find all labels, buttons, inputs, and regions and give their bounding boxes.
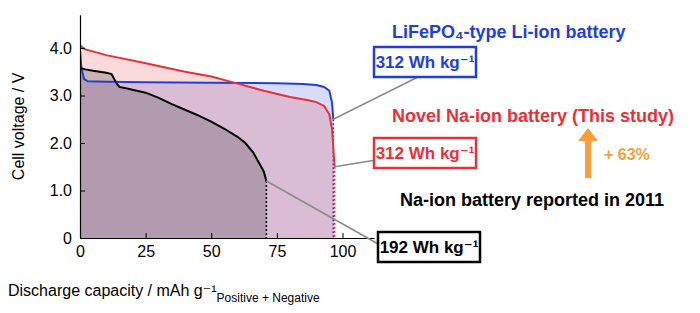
y-tick-label: 3.0 (50, 87, 72, 104)
y-tick: 3.0 (50, 87, 85, 104)
x-tick-label: 75 (268, 243, 286, 260)
series-title: Na-ion battery reported in 2011 (400, 190, 664, 210)
x-axis-title-subscript: Positive + Negative (217, 291, 320, 305)
y-tick-label: 0 (63, 230, 72, 247)
y-tick-mark (80, 191, 85, 192)
improvement-arrow-shaft (585, 140, 591, 178)
series-area (80, 46, 335, 238)
x-axis-title: Discharge capacity / mAh g⁻¹Positive + N… (8, 282, 320, 305)
x-tick: 25 (137, 233, 155, 260)
y-tick-mark (80, 96, 85, 97)
series-area (80, 68, 266, 238)
series-title: LiFePO₄-type Li-ion battery (392, 22, 626, 42)
y-tick-label: 2.0 (50, 135, 72, 152)
plot-area (80, 46, 335, 238)
x-axis: 0 25 50 75 100 (76, 233, 374, 260)
x-tick-mark (343, 233, 344, 238)
value-box (374, 47, 476, 77)
value-box (374, 138, 476, 168)
improvement-arrow-head (578, 128, 598, 141)
improvement-label: + 63% (604, 146, 650, 163)
y-tick: 1.0 (50, 182, 85, 199)
x-tick-label: 0 (76, 243, 85, 260)
y-axis-title: Cell voltage / V (10, 72, 27, 180)
x-tick-label: 25 (137, 243, 155, 260)
end-drop-line (334, 167, 336, 238)
y-tick-mark (80, 48, 85, 49)
value-box-label: 312 Wh kg⁻¹ (376, 53, 475, 72)
x-axis-title-main: Discharge capacity / mAh g⁻¹ (8, 282, 217, 299)
series-line (80, 68, 266, 181)
x-tick-mark (277, 233, 278, 238)
x-tick-label: 100 (330, 243, 357, 260)
x-axis-line (81, 238, 375, 239)
x-tick-mark (146, 233, 147, 238)
value-box (378, 232, 480, 262)
y-tick: 0 (63, 230, 85, 247)
value-box-label: 192 Wh kg⁻¹ (380, 238, 479, 257)
end-drop-line (266, 181, 268, 238)
chart: 0 25 50 75 100 0 1.0 2.0 3.0 4.0 Discharge capacit… (0, 0, 700, 313)
y-tick: 2.0 (50, 135, 85, 152)
y-tick-label: 4.0 (50, 40, 72, 57)
x-tick-label: 50 (203, 243, 221, 260)
y-tick-label: 1.0 (50, 182, 72, 199)
y-tick: 4.0 (50, 40, 85, 57)
y-tick-mark (80, 143, 85, 144)
y-tick-mark (80, 238, 85, 239)
series-line (80, 46, 335, 167)
connector-line (266, 181, 380, 245)
y-axis: 0 1.0 2.0 3.0 4.0 (50, 15, 85, 246)
connector-line (335, 160, 376, 167)
x-tick: 75 (268, 233, 286, 260)
x-tick-mark (211, 233, 212, 238)
value-box-label: 312 Wh kg⁻¹ (376, 144, 475, 163)
series-title: Novel Na-ion battery (This study) (392, 106, 674, 126)
x-tick: 50 (203, 233, 221, 260)
x-tick: 100 (330, 233, 357, 260)
